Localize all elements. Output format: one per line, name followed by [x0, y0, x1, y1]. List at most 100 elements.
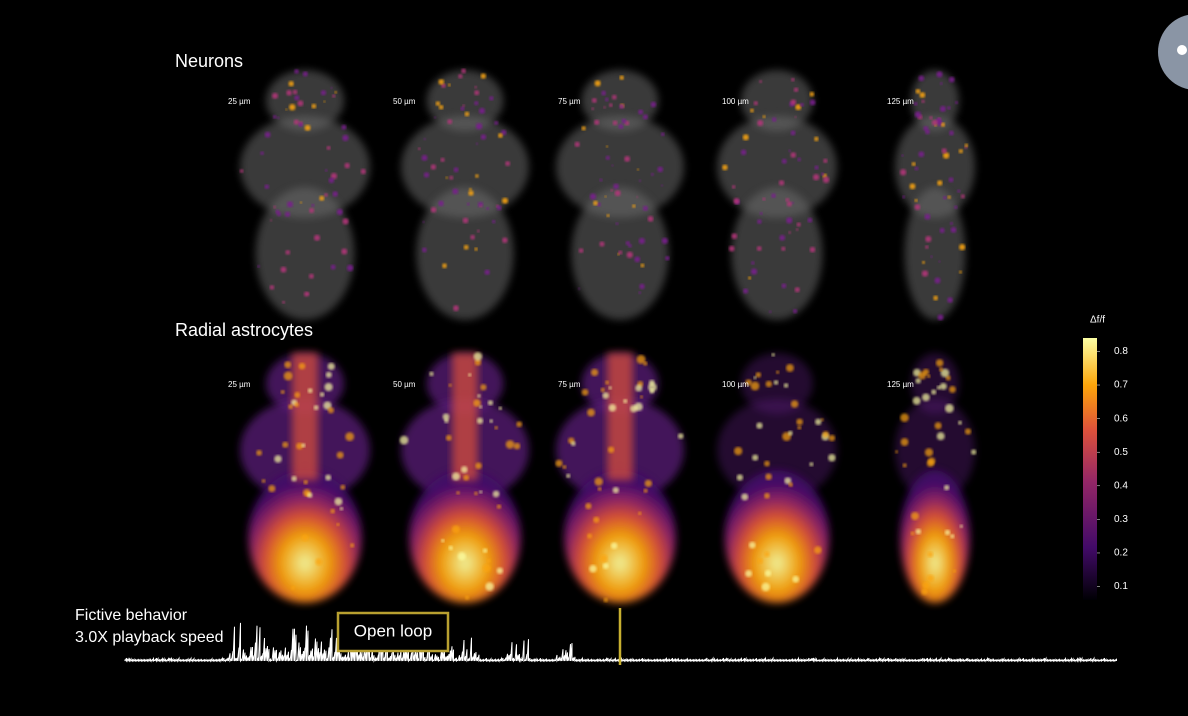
- activity-spot: [449, 175, 454, 180]
- activity-spot: [643, 488, 648, 493]
- activity-spot: [949, 222, 953, 226]
- activity-spot: [947, 297, 953, 303]
- activity-spot: [298, 122, 303, 128]
- activity-spot: [943, 484, 950, 491]
- activity-spot: [292, 89, 298, 95]
- activity-spot: [274, 455, 282, 463]
- activity-spot: [950, 227, 957, 233]
- activity-spot: [423, 137, 426, 141]
- activity-spot: [934, 422, 942, 430]
- activity-spot: [301, 534, 309, 542]
- activity-spot: [288, 81, 294, 87]
- activity-spot: [797, 157, 801, 162]
- activity-spot: [636, 196, 639, 199]
- activity-spot: [477, 394, 481, 398]
- activity-spot: [451, 472, 461, 481]
- depth-label: 50 µm: [393, 97, 416, 106]
- activity-spot: [603, 106, 606, 109]
- colorbar-tick-label: 0.1: [1114, 581, 1128, 592]
- activity-spot: [599, 554, 608, 563]
- activity-spot: [448, 545, 453, 551]
- activity-spot: [731, 185, 736, 189]
- activity-spot: [925, 245, 929, 249]
- activity-spot: [948, 177, 954, 183]
- activity-spot: [790, 400, 799, 408]
- activity-spot: [910, 511, 919, 521]
- activity-spot: [926, 574, 934, 582]
- activity-spot: [964, 143, 969, 148]
- tissue: [741, 70, 813, 132]
- activity-spot: [781, 246, 786, 251]
- activity-spot: [796, 418, 803, 426]
- activity-spot: [594, 80, 601, 87]
- activity-spot: [636, 354, 646, 364]
- activity-spot: [632, 204, 636, 208]
- activity-spot: [926, 374, 931, 379]
- activity-spot: [327, 407, 335, 414]
- activity-spot: [492, 490, 500, 498]
- activity-spot: [294, 402, 300, 408]
- activity-spot: [325, 371, 332, 378]
- activity-spot: [591, 98, 597, 103]
- activity-spot: [902, 463, 907, 468]
- activity-spot: [792, 575, 800, 583]
- activity-spot: [599, 178, 603, 182]
- activity-spot: [257, 265, 260, 268]
- activity-spot: [722, 164, 728, 171]
- activity-spot: [294, 392, 301, 398]
- activity-spot: [447, 119, 453, 125]
- activity-spot: [260, 151, 264, 156]
- activity-spot: [939, 382, 947, 390]
- activity-spot: [783, 383, 789, 388]
- activity-spot: [451, 525, 460, 534]
- activity-spot: [496, 205, 502, 211]
- activity-spot: [342, 218, 349, 225]
- activity-spot: [764, 570, 772, 577]
- activity-spot: [924, 213, 931, 220]
- activity-spot: [578, 248, 584, 253]
- activity-spot: [360, 168, 366, 175]
- activity-spot: [336, 522, 340, 527]
- activity-spot: [441, 83, 446, 88]
- activity-spot: [474, 491, 478, 496]
- activity-spot: [288, 404, 293, 410]
- activity-spot: [502, 237, 508, 243]
- activity-spot: [314, 234, 321, 241]
- activity-spot: [640, 263, 645, 268]
- activity-spot: [430, 164, 437, 170]
- activity-spot: [823, 158, 828, 163]
- activity-spot: [297, 100, 304, 107]
- activity-spot: [728, 245, 735, 252]
- activity-spot: [346, 264, 354, 272]
- activity-spot: [895, 450, 899, 454]
- activity-spot: [809, 246, 816, 253]
- activity-spot: [606, 214, 610, 218]
- activity-spot: [594, 119, 600, 125]
- activity-spot: [328, 177, 335, 184]
- activity-spot: [498, 133, 503, 138]
- activity-spot: [934, 277, 941, 284]
- activity-spot: [319, 195, 325, 201]
- activity-spot: [773, 380, 779, 385]
- menu-button[interactable]: [1158, 14, 1188, 90]
- activity-spot: [748, 276, 752, 280]
- activity-spot: [788, 430, 793, 436]
- activity-spot: [283, 371, 293, 381]
- activity-spot: [950, 534, 955, 539]
- activity-spot: [791, 201, 794, 205]
- activity-spot: [764, 551, 770, 558]
- activity-spot: [788, 231, 792, 234]
- activity-spot: [771, 193, 776, 198]
- annotation-box: [336, 611, 450, 653]
- activity-spot: [910, 531, 915, 536]
- activity-spot: [781, 158, 787, 164]
- activity-spot: [733, 198, 740, 204]
- activity-spot: [478, 405, 483, 409]
- tissue: [401, 115, 529, 218]
- activity-spot: [955, 101, 959, 105]
- tissue: [731, 187, 823, 320]
- activity-spot: [954, 205, 958, 209]
- activity-spot: [790, 152, 797, 158]
- depth-label: 125 µm: [887, 380, 914, 389]
- activity-spot: [284, 361, 292, 369]
